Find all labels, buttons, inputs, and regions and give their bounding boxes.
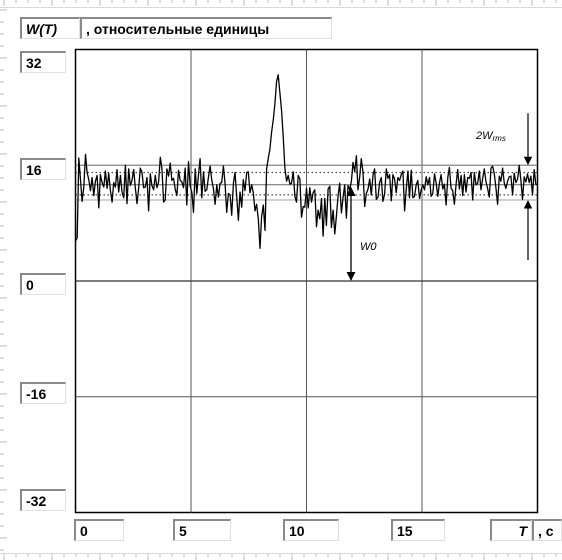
y-tick-label: 0 — [20, 273, 66, 295]
bottom-ruler — [0, 553, 562, 560]
x-axis-units: , c — [532, 519, 562, 541]
top-ruler — [0, 0, 562, 8]
x-tick-label: 10 — [283, 519, 339, 541]
rms-label-sub: rms — [493, 134, 506, 143]
left-ruler — [0, 9, 7, 551]
rms-label-main: 2W — [475, 130, 494, 142]
x-tick-label: 15 — [391, 519, 445, 541]
series-layer — [74, 74, 538, 250]
x-tick-label: 5 — [173, 519, 231, 541]
x-tick-label: 0 — [74, 519, 124, 541]
mean-level-label: W0 — [360, 241, 377, 253]
chart-title-symbol: W(T) — [20, 17, 80, 39]
chart-title-units: , относительные единицы — [80, 17, 332, 39]
y-tick-label: 32 — [20, 51, 66, 73]
x-axis-symbol: T — [490, 519, 532, 541]
rms-label: 2Wrms — [475, 130, 506, 143]
annotations — [346, 113, 533, 281]
y-tick-label: -32 — [20, 489, 66, 511]
y-tick-label: 16 — [20, 158, 66, 180]
signal-line — [74, 74, 538, 250]
y-tick-label: -16 — [20, 382, 66, 404]
